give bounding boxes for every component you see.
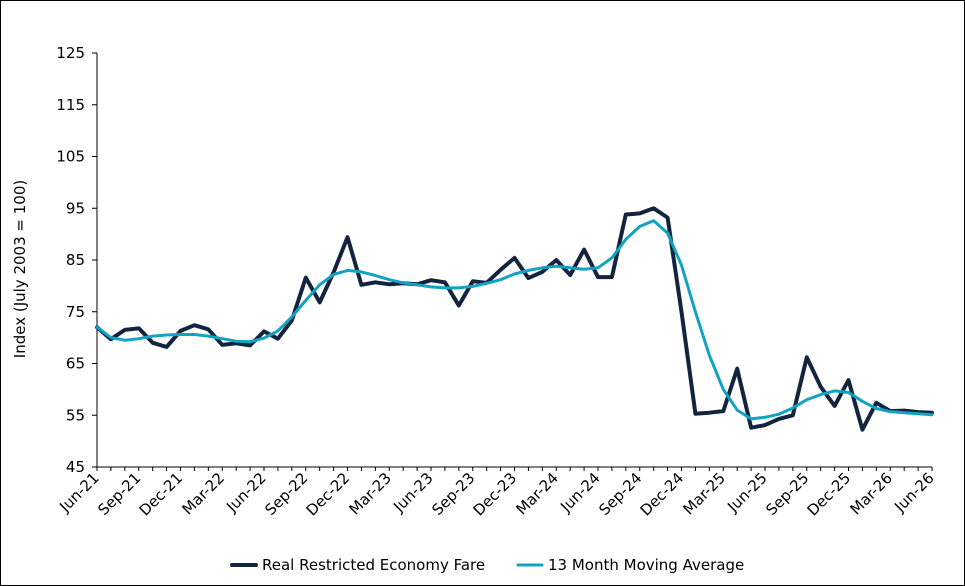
y-tick-label: 75 xyxy=(66,303,85,321)
x-tick-label: Dec-23 xyxy=(470,469,521,520)
series-line-fare xyxy=(95,206,934,432)
legend-label: 13 Month Moving Average xyxy=(548,556,744,574)
x-tick-label: Jun-22 xyxy=(222,469,269,516)
legend-label: Real Restricted Economy Fare xyxy=(262,556,485,574)
y-tick-label: 45 xyxy=(66,458,85,476)
x-tick-label: Sep-24 xyxy=(595,469,645,519)
x-tick-label: Jun-26 xyxy=(890,469,937,516)
y-tick-label: 125 xyxy=(56,44,85,62)
x-axis: Jun-21Sep-21Dec-21Mar-22Jun-22Sep-22Dec-… xyxy=(55,466,938,520)
x-tick-label: Mar-24 xyxy=(513,469,562,518)
x-tick-label: Jun-25 xyxy=(723,469,770,516)
x-tick-label: Jun-21 xyxy=(55,469,102,516)
x-tick-label: Jun-24 xyxy=(556,469,603,516)
series-line-moving-average xyxy=(95,219,934,421)
x-tick-label: Mar-25 xyxy=(680,469,729,518)
x-tick-label: Mar-22 xyxy=(179,469,228,518)
x-tick-label: Mar-23 xyxy=(346,469,395,518)
x-tick-label: Sep-23 xyxy=(428,469,478,519)
y-tick-label: 85 xyxy=(66,251,85,269)
x-tick-label: Dec-21 xyxy=(136,469,187,520)
y-tick-label: 115 xyxy=(56,96,85,114)
y-tick-label: 55 xyxy=(66,406,85,424)
x-tick-label: Dec-22 xyxy=(303,469,354,520)
series-layer xyxy=(95,206,934,432)
x-tick-label: Dec-25 xyxy=(804,469,855,520)
y-axis-title: Index (July 2003 = 100) xyxy=(11,180,29,358)
x-tick-label: Mar-26 xyxy=(847,469,896,518)
x-tick-label: Sep-22 xyxy=(261,469,311,519)
y-tick-label: 65 xyxy=(66,355,85,373)
y-tick-label: 105 xyxy=(56,148,85,166)
y-tick-label: 95 xyxy=(66,199,85,217)
legend: Real Restricted Economy Fare 13 Month Mov… xyxy=(230,556,744,574)
x-tick-label: Dec-24 xyxy=(637,469,688,520)
x-tick-label: Sep-25 xyxy=(762,469,812,519)
x-tick-label: Sep-21 xyxy=(94,469,144,519)
y-axis: 45 55 65 75 85 95 105 115 125 xyxy=(56,44,98,476)
x-tick-label: Jun-23 xyxy=(389,469,436,516)
